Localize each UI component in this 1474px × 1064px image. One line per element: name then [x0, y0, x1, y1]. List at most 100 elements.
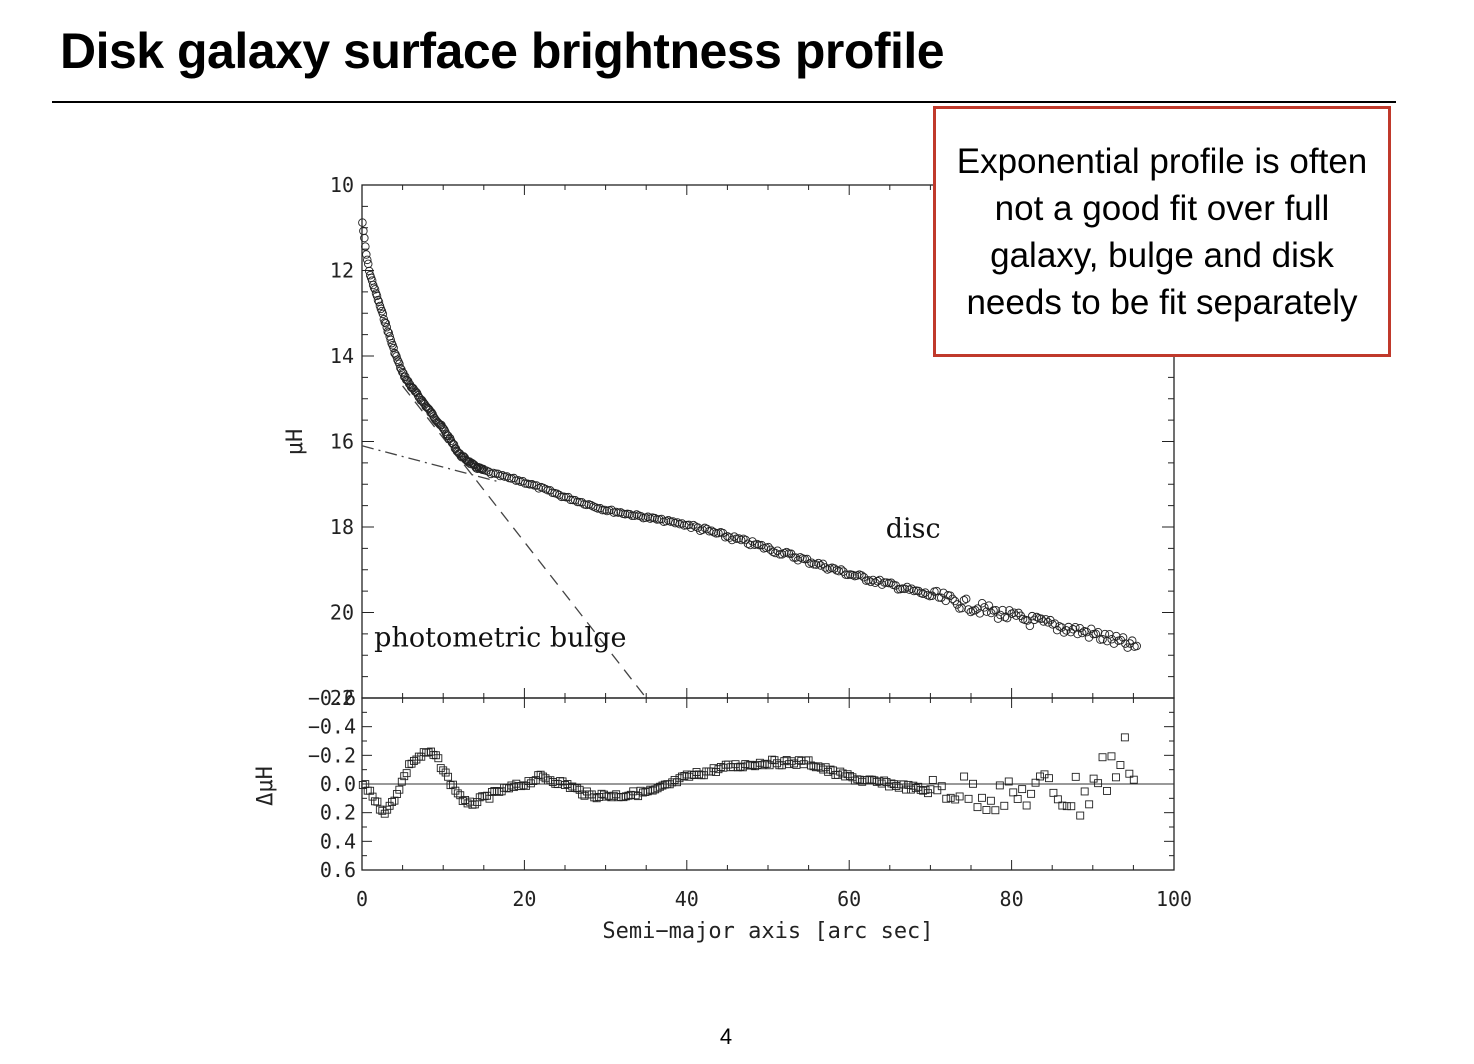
residual-point: [473, 798, 482, 807]
residual-point: [612, 790, 621, 799]
data-point: [959, 595, 969, 605]
residual-point: [529, 777, 538, 785]
residual-point: [687, 770, 696, 779]
callout-text: Exponential profile is often not a good …: [956, 141, 1368, 322]
y-tick-label: 0.2: [320, 801, 356, 825]
residual-point: [668, 778, 677, 787]
residual-point: [1053, 795, 1062, 804]
data-point: [689, 520, 698, 530]
data-point: [627, 511, 637, 520]
residual-point: [407, 759, 416, 768]
residual-point: [573, 784, 582, 793]
residual-point: [1076, 811, 1085, 820]
residual-point: [1067, 802, 1076, 811]
residual-point: [436, 764, 445, 773]
data-point: [1075, 623, 1085, 633]
annotation-label: disc: [886, 514, 941, 545]
residual-point: [373, 797, 382, 806]
residual-point: [495, 787, 504, 796]
data-point: [378, 309, 388, 319]
y-tick-label: 10: [330, 173, 354, 197]
residual-point: [441, 768, 450, 777]
lower-panel: 0 20 40 60 80 100 Semi−major axis [arc sec] −0.…: [253, 686, 1192, 944]
data-point: [986, 608, 996, 618]
residual-point: [729, 763, 738, 772]
data-point: [991, 605, 1001, 615]
y-tick-label: 16: [330, 430, 354, 454]
data-point: [1055, 622, 1064, 631]
data-point: [361, 242, 370, 251]
residual-point: [395, 785, 404, 794]
residual-point: [986, 796, 995, 805]
residual-point: [712, 768, 720, 776]
residual-point: [451, 786, 460, 795]
data-point: [511, 476, 521, 485]
data-point: [900, 584, 910, 594]
residual-point: [816, 763, 825, 772]
data-point: [966, 607, 976, 617]
data-point: [964, 605, 973, 614]
callout-box: Exponential profile is often not a good …: [933, 106, 1391, 357]
data-point: [464, 458, 473, 467]
data-point: [725, 533, 735, 542]
data-point: [677, 519, 687, 528]
data-point: [880, 578, 889, 587]
residual-point: [402, 769, 411, 778]
data-point: [598, 505, 607, 515]
data-point: [868, 575, 878, 585]
y-axis-title-residual: ΔμH: [253, 766, 278, 806]
residual-point: [942, 794, 951, 803]
data-point: [814, 558, 823, 568]
data-point: [807, 558, 816, 568]
residual-point: [621, 792, 630, 801]
data-point: [502, 472, 512, 481]
data-point: [866, 577, 875, 587]
residual-point: [1094, 779, 1103, 788]
data-point: [823, 565, 832, 574]
data-point: [359, 226, 368, 236]
data-point: [686, 523, 696, 533]
residual-point: [1085, 800, 1094, 809]
data-point: [362, 250, 371, 259]
residual-point: [517, 782, 526, 791]
residual-point: [933, 786, 942, 795]
residual-point: [1111, 773, 1120, 782]
data-point: [1041, 615, 1051, 624]
data-point: [396, 363, 405, 373]
data-point: [836, 565, 846, 574]
residual-point: [902, 785, 910, 794]
data-point: [650, 513, 659, 523]
data-point: [702, 524, 712, 534]
data-point: [736, 535, 746, 545]
residual-point: [439, 766, 448, 775]
residual-point: [960, 772, 969, 781]
data-point: [795, 553, 805, 562]
data-point: [782, 547, 791, 557]
data-point: [734, 534, 744, 543]
data-point: [982, 607, 991, 616]
residual-point: [714, 765, 723, 774]
data-point: [1059, 628, 1069, 637]
residual-point: [371, 797, 379, 806]
residual-point: [1031, 778, 1040, 787]
x-tick-label: 40: [675, 887, 699, 911]
data-point: [541, 484, 550, 494]
residual-point: [937, 782, 946, 791]
data-point: [398, 367, 407, 377]
data-point: [793, 555, 803, 565]
residual-point: [775, 761, 784, 770]
data-point: [1025, 621, 1035, 631]
data-point: [766, 545, 775, 555]
data-point: [739, 534, 748, 544]
y-tick-label: 0.6: [320, 858, 356, 882]
residual-point: [1107, 752, 1116, 761]
data-point: [363, 255, 372, 265]
residual-point: [887, 779, 896, 788]
residual-point: [414, 752, 423, 761]
data-point: [636, 512, 646, 521]
residual-point: [670, 775, 679, 784]
data-point: [394, 357, 403, 367]
data-point: [387, 338, 396, 348]
residual-point: [673, 778, 682, 787]
data-point: [764, 542, 773, 552]
